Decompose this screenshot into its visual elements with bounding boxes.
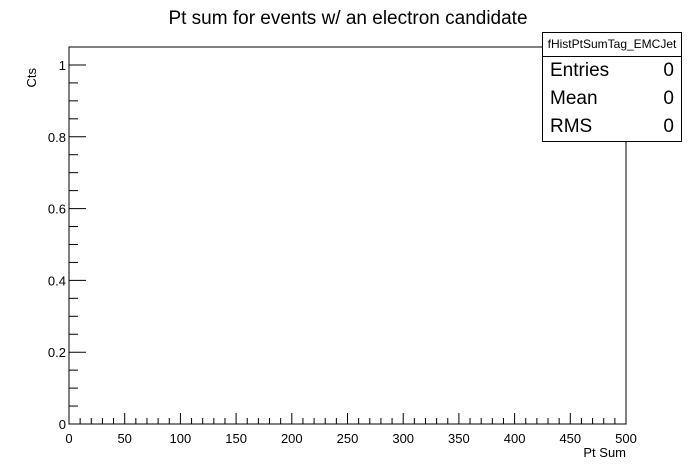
rms-label: RMS: [550, 116, 593, 137]
stats-box: fHistPtSumTag_EMCJet Entries 0 Mean 0 RM…: [542, 32, 682, 142]
x-tick-label: 400: [504, 431, 526, 446]
y-tick-label: 0.6: [48, 202, 66, 217]
y-axis-label: Cts: [24, 68, 39, 88]
x-tick-label: 150: [225, 431, 247, 446]
x-tick-label: 100: [170, 431, 192, 446]
x-tick-label: 300: [392, 431, 414, 446]
mean-value: 0: [663, 88, 674, 109]
y-tick-label: 0: [59, 417, 66, 432]
chart-title: Pt sum for events w/ an electron candida…: [168, 8, 527, 29]
x-tick-label: 50: [117, 431, 131, 446]
y-tick-label: 0.2: [48, 345, 66, 360]
rms-value: 0: [663, 116, 674, 137]
x-axis: 0 50 100 150 200 250 300 350 400 450 500: [65, 413, 637, 446]
x-tick-label: 450: [559, 431, 581, 446]
entries-label: Entries: [550, 60, 610, 81]
x-tick-label: 250: [337, 431, 359, 446]
stats-title: fHistPtSumTag_EMCJet: [543, 33, 681, 57]
y-axis: 0 0.2 0.4 0.6 0.8 1: [48, 46, 86, 432]
x-tick-label: 0: [65, 431, 72, 446]
x-axis-label: Pt Sum: [583, 445, 626, 460]
stats-row-entries: Entries 0: [543, 57, 681, 85]
entries-value: 0: [663, 60, 674, 81]
y-tick-label: 1: [59, 58, 66, 73]
y-tick-label: 0.8: [48, 130, 66, 145]
mean-label: Mean: [550, 88, 598, 109]
stats-row-rms: RMS 0: [543, 113, 681, 141]
stats-row-mean: Mean 0: [543, 85, 681, 113]
x-tick-label: 200: [281, 431, 303, 446]
y-tick-label: 0.4: [48, 273, 66, 288]
x-tick-label: 350: [448, 431, 470, 446]
x-tick-label: 500: [615, 431, 637, 446]
